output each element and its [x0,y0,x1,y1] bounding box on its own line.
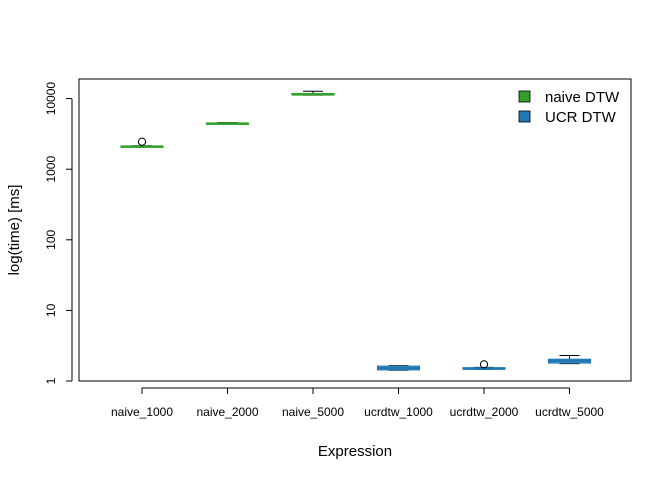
legend-swatch-naive [518,90,531,103]
x-tick-label: ucrdtw_1000 [364,405,433,419]
x-axis-title: Expression [318,443,392,460]
x-tick-label: naive_1000 [111,405,173,419]
box-ucrdtw_1000 [376,365,421,371]
box-naive_1000 [120,137,164,148]
x-tick-label: naive_5000 [282,405,344,419]
box-naive_2000 [205,122,250,125]
y-tick-label: 10000 [44,82,58,116]
x-tick-label: ucrdtw_5000 [535,405,604,419]
plot-frame [78,78,632,382]
x-axis: naive_1000 naive_2000 naive_5000 ucrdtw_100… [111,387,604,419]
y-axis: 1 10 100 1000 10000 [44,82,73,384]
y-tick-label: 100 [44,229,58,249]
legend: naive DTW UCR DTW [518,89,620,126]
box-naive_5000 [291,90,335,96]
y-tick-label: 1 [44,377,58,384]
legend-label-naive: naive DTW [545,89,620,106]
x-tick-label: ucrdtw_2000 [450,405,519,419]
y-tick-label: 10 [44,303,58,317]
box-ucrdtw_5000 [547,354,592,365]
boxes [120,90,592,371]
box-ucrdtw_2000 [462,360,506,370]
outlier-point [137,137,147,146]
legend-label-ucr: UCR DTW [545,109,617,126]
outlier-point [479,360,489,369]
y-tick-label: 1000 [44,156,58,183]
x-tick-label: naive_2000 [196,405,258,419]
legend-swatch-ucr [518,110,531,123]
y-axis-title: log(time) [ms] [6,185,23,276]
